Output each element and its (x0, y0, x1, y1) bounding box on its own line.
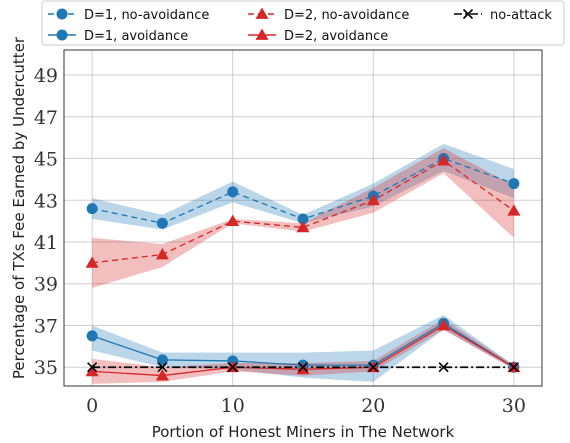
legend-label: D=2, avoidance (284, 29, 388, 44)
point-no-attack (157, 362, 168, 373)
point-d-2-no-avoidance (85, 256, 99, 268)
legend-item-d-2-avoidance: D=2, avoidance (248, 28, 388, 44)
y-tick-label: 35 (34, 357, 58, 379)
legend-label: D=2, no-avoidance (284, 8, 409, 23)
point-d-1-avoidance (156, 354, 168, 366)
point-d-1-no-avoidance (227, 186, 239, 198)
band-d-2-avoidance (92, 319, 514, 384)
x-tick-label: 30 (502, 395, 526, 417)
y-tick-label: 39 (34, 274, 58, 296)
point-d-2-avoidance (155, 369, 169, 381)
legend-label: D=1, no-avoidance (84, 8, 209, 23)
point-d-2-no-avoidance (296, 220, 310, 233)
y-tick-label: 43 (34, 190, 58, 212)
axes-frame (63, 49, 543, 387)
point-no-attack (227, 362, 238, 373)
legend-label: no-attack (490, 8, 552, 23)
point-d-2-avoidance (85, 364, 99, 377)
point-d-2-no-avoidance (155, 248, 169, 260)
point-d-2-avoidance (437, 318, 451, 331)
point-d-1-no-avoidance (156, 217, 168, 229)
legend-marker (56, 29, 68, 41)
legend-marker (255, 7, 269, 19)
point-no-attack (297, 362, 309, 373)
y-axis-label: Percentage of TXs Fee Earned by Undercut… (10, 36, 28, 379)
legend-item-no-attack: no-attack (454, 8, 552, 23)
point-d-1-no-avoidance (297, 213, 309, 225)
x-tick-label: 0 (86, 395, 98, 417)
y-tick-label: 49 (34, 65, 58, 87)
legend-marker (462, 8, 474, 20)
plot-frame (63, 49, 543, 387)
point-d-2-no-avoidance (437, 154, 451, 166)
legend-box (41, 0, 565, 46)
point-d-1-no-avoidance (86, 203, 98, 215)
legend-item-d-1-avoidance: D=1, avoidance (48, 29, 188, 44)
x-tick-labels: 0 10 20 30 (86, 395, 526, 417)
point-d-2-no-avoidance (366, 193, 380, 206)
point-d-1-no-avoidance (508, 178, 520, 190)
point-no-attack (508, 362, 519, 373)
band-d-2-no-avoidance (92, 148, 514, 288)
point-no-attack (368, 362, 379, 373)
band-d-1-avoidance (92, 315, 514, 382)
legend-item-d-1-no-avoidance: D=1, no-avoidance (48, 8, 209, 23)
y-tick-labels: 35 37 39 41 43 45 47 49 (34, 65, 58, 379)
y-tick-label: 41 (34, 232, 58, 254)
x-tick-label: 20 (361, 395, 385, 417)
legend-marker (56, 8, 68, 20)
point-no-attack (87, 362, 98, 373)
point-d-1-avoidance (86, 330, 98, 342)
y-tick-label: 37 (34, 315, 58, 337)
series-markers (85, 153, 521, 381)
point-no-attack (438, 362, 449, 373)
legend-label: D=1, avoidance (84, 29, 188, 44)
point-d-2-no-avoidance (226, 214, 240, 227)
x-tick-label: 10 (221, 395, 245, 417)
point-d-2-no-avoidance (507, 204, 521, 216)
legend-item-d-2-no-avoidance: D=2, no-avoidance (248, 7, 409, 23)
x-axis-label: Portion of Honest Miners in The Network (152, 423, 455, 441)
legend: D=1, no-avoidance D=1, avoidance D=2, no-a… (41, 0, 565, 46)
y-tick-label: 45 (34, 149, 58, 171)
legend-marker (255, 28, 269, 40)
y-tick-label: 47 (34, 107, 58, 129)
